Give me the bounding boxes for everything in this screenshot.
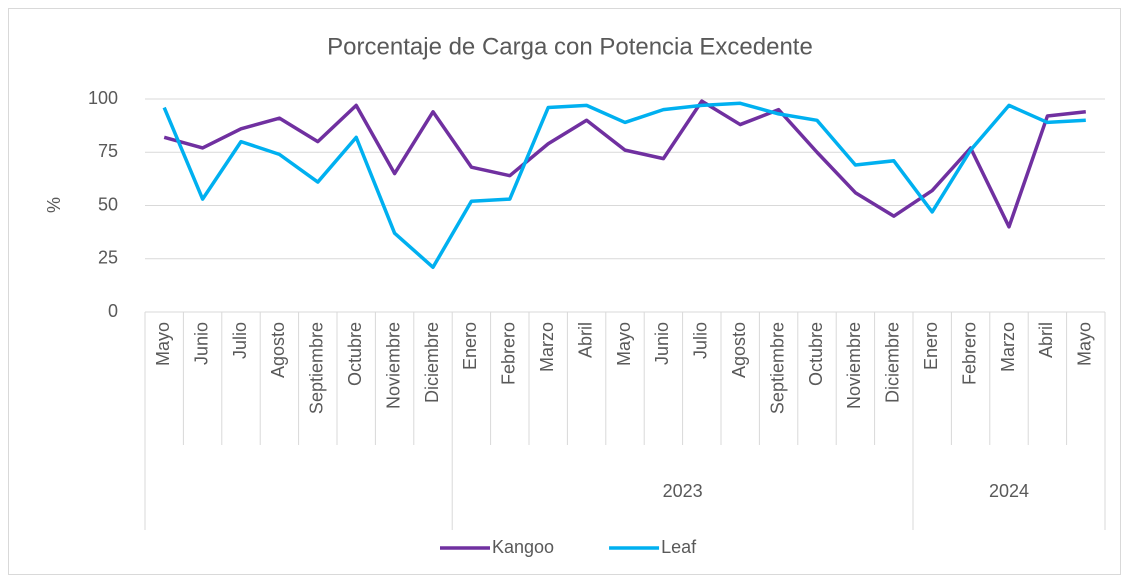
group-label: 2024 — [989, 481, 1029, 501]
series-line — [162, 101, 1086, 270]
legend-label: Leaf — [661, 537, 697, 557]
x-tick-label: Junio — [652, 322, 672, 365]
y-axis-label: % — [44, 197, 64, 213]
x-tick-label: Marzo — [537, 322, 557, 372]
y-tick-label: 25 — [98, 248, 118, 268]
x-tick-label: Noviembre — [844, 322, 864, 409]
x-tick-label: Mayo — [614, 322, 634, 366]
x-tick-label: Septiembre — [767, 322, 787, 414]
x-tick-label: Mayo — [153, 322, 173, 366]
x-tick-label: Febrero — [499, 322, 519, 385]
y-tick-label: 50 — [98, 194, 118, 214]
legend-label: Kangoo — [492, 537, 554, 557]
x-tick-label: Enero — [921, 322, 941, 370]
chart-border — [8, 8, 1121, 575]
x-tick-label: Enero — [460, 322, 480, 370]
x-tick-label: Septiembre — [307, 322, 327, 414]
x-tick-label: Marzo — [998, 322, 1018, 372]
x-tick-label: Agosto — [268, 322, 288, 378]
x-tick-label: Mayo — [1075, 322, 1095, 366]
group-label: 2023 — [663, 481, 703, 501]
x-tick-label: Junio — [191, 322, 211, 365]
x-tick-label: Diciembre — [883, 322, 903, 403]
series-line — [163, 99, 1086, 229]
x-tick-label: Octubre — [345, 322, 365, 386]
x-tick-label: Abril — [1036, 322, 1056, 358]
y-tick-label: 0 — [108, 301, 118, 321]
x-tick-label: Noviembre — [383, 322, 403, 409]
chart-title: Porcentaje de Carga con Potencia Exceden… — [327, 33, 813, 60]
y-tick-label: 100 — [88, 88, 118, 108]
x-tick-label: Abril — [575, 322, 595, 358]
x-tick-label: Julio — [230, 322, 250, 359]
x-tick-label: Febrero — [959, 322, 979, 385]
x-tick-label: Octubre — [806, 322, 826, 386]
x-tick-label: Agosto — [729, 322, 749, 378]
x-tick-label: Diciembre — [422, 322, 442, 403]
y-tick-label: 75 — [98, 141, 118, 161]
x-tick-label: Julio — [691, 322, 711, 359]
